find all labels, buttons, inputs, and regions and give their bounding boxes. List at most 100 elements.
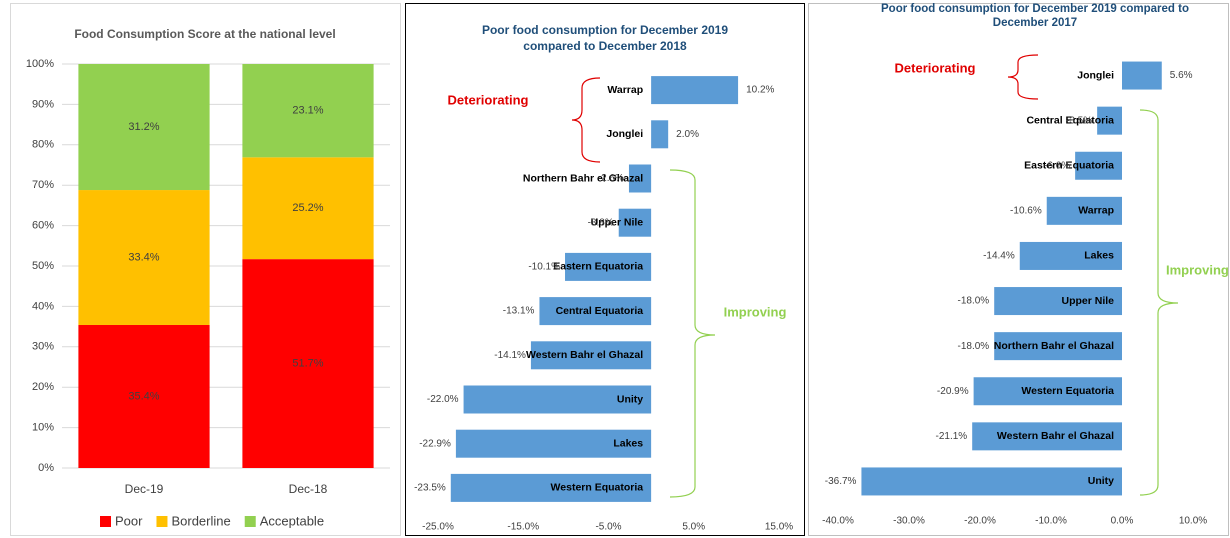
bar bbox=[1019, 241, 1122, 270]
x-tick-label: 0.0% bbox=[1111, 516, 1134, 527]
value-label: 51.7% bbox=[292, 357, 323, 369]
y-tick-label: 40% bbox=[32, 300, 54, 312]
y-tick-label: 60% bbox=[32, 220, 54, 232]
value-label: -18.0% bbox=[958, 341, 990, 352]
brace bbox=[1007, 54, 1039, 100]
value-label: -13.1% bbox=[503, 306, 535, 317]
category-label: Northern Bahr el Ghazal bbox=[994, 340, 1114, 352]
y-tick-label: 10% bbox=[32, 422, 54, 434]
value-label: -36.7% bbox=[825, 476, 857, 487]
y-tick-label: 30% bbox=[32, 341, 54, 353]
x-tick-label: Dec-18 bbox=[289, 482, 328, 496]
bar bbox=[994, 332, 1122, 361]
chart-title: Poor food consumption for December 2019 … bbox=[481, 23, 729, 53]
category-label: Unity bbox=[617, 393, 643, 405]
bar bbox=[1097, 106, 1122, 135]
bar-segment bbox=[242, 64, 374, 158]
bar bbox=[450, 473, 652, 502]
bar bbox=[1122, 61, 1162, 90]
panel bbox=[10, 3, 401, 536]
x-tick-label: -15.0% bbox=[507, 522, 539, 533]
legend-swatch bbox=[100, 516, 111, 527]
bar-segment bbox=[78, 190, 210, 325]
value-label: -3.5% bbox=[1066, 115, 1092, 126]
category-label: Western Equatoria bbox=[1021, 385, 1114, 397]
panel bbox=[808, 3, 1229, 536]
bar bbox=[651, 120, 669, 149]
bar bbox=[1046, 196, 1122, 225]
bar bbox=[463, 385, 652, 414]
y-tick-label: 100% bbox=[26, 58, 54, 70]
category-label: Western Equatoria bbox=[551, 482, 644, 494]
value-label: -22.9% bbox=[419, 438, 451, 449]
category-label: Warrap bbox=[1078, 205, 1114, 217]
value-label: -10.1% bbox=[528, 262, 560, 273]
y-tick-label: 70% bbox=[32, 179, 54, 191]
value-label: -18.0% bbox=[958, 296, 990, 307]
annotation: Deteriorating bbox=[448, 92, 529, 107]
bar bbox=[651, 76, 739, 105]
annotation: Deteriorating bbox=[895, 60, 976, 75]
value-label: -23.5% bbox=[414, 483, 446, 494]
bar bbox=[530, 341, 652, 370]
category-label: Jonglei bbox=[606, 128, 643, 140]
x-tick-label: 15.0% bbox=[765, 522, 793, 533]
x-tick-label: -30.0% bbox=[893, 516, 925, 527]
bar bbox=[972, 422, 1122, 451]
bar-segment bbox=[78, 324, 210, 468]
y-tick-label: 0% bbox=[38, 462, 54, 474]
category-label: Western Bahr el Ghazal bbox=[997, 430, 1114, 442]
annotation: Improving bbox=[724, 304, 787, 319]
value-label: -14.4% bbox=[983, 251, 1015, 262]
category-label: Upper Nile bbox=[591, 216, 644, 228]
category-label: Warrap bbox=[607, 84, 643, 96]
value-label: 23.1% bbox=[292, 105, 323, 117]
category-label: Lakes bbox=[1084, 250, 1114, 262]
value-label: 2.0% bbox=[676, 129, 699, 140]
category-label: Central Equatoria bbox=[556, 305, 644, 317]
value-label: 31.2% bbox=[128, 121, 159, 133]
value-label: -21.1% bbox=[936, 431, 968, 442]
value-label: 10.2% bbox=[746, 85, 774, 96]
x-tick-label: -40.0% bbox=[822, 516, 854, 527]
category-label: Upper Nile bbox=[1061, 295, 1114, 307]
bar-segment bbox=[242, 259, 374, 468]
category-label: Central Equatoria bbox=[1026, 114, 1114, 126]
y-tick-label: 50% bbox=[32, 260, 54, 272]
category-label: Eastern Equatoria bbox=[553, 261, 643, 273]
brace bbox=[1139, 109, 1179, 496]
brace bbox=[669, 169, 716, 498]
bar bbox=[994, 287, 1122, 316]
value-label: 35.4% bbox=[128, 390, 159, 402]
category-label: Eastern Equatoria bbox=[1024, 160, 1114, 172]
panel bbox=[405, 3, 805, 536]
bar bbox=[539, 297, 652, 326]
x-tick-label: Dec-19 bbox=[125, 482, 164, 496]
x-tick-label: -25.0% bbox=[422, 522, 454, 533]
annotation: Improving bbox=[1166, 262, 1229, 277]
bar-segment bbox=[78, 64, 210, 191]
bar-segment bbox=[242, 157, 374, 260]
value-label: 25.2% bbox=[292, 202, 323, 214]
bar bbox=[455, 429, 652, 458]
legend-label: Acceptable bbox=[260, 513, 324, 528]
value-label: -3.8% bbox=[588, 217, 614, 228]
legend-label: Poor bbox=[115, 513, 143, 528]
category-label: Unity bbox=[1088, 475, 1114, 487]
value-label: -6.6% bbox=[1044, 160, 1070, 171]
legend-swatch bbox=[156, 516, 168, 527]
x-tick-label: 5.0% bbox=[682, 522, 705, 533]
value-label: 5.6% bbox=[1170, 70, 1193, 81]
value-label: -2.6% bbox=[598, 173, 624, 184]
value-label: -10.6% bbox=[1010, 205, 1042, 216]
category-label: Lakes bbox=[613, 437, 643, 449]
bar bbox=[618, 208, 652, 237]
y-tick-label: 90% bbox=[32, 98, 54, 110]
value-label: -22.0% bbox=[427, 394, 459, 405]
value-label: -20.9% bbox=[937, 386, 969, 397]
category-label: Western Bahr el Ghazal bbox=[526, 349, 643, 361]
category-label: Jonglei bbox=[1077, 69, 1114, 81]
value-label: -14.1% bbox=[494, 350, 526, 361]
